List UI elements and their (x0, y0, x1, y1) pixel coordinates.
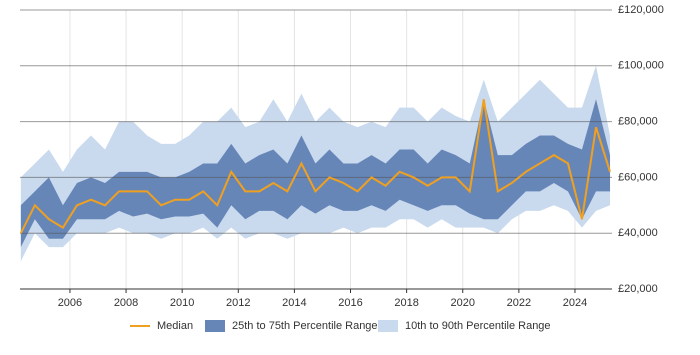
y-tick-label: £60,000 (618, 171, 658, 183)
x-tick-label: 2018 (394, 297, 418, 309)
y-tick-label: £120,000 (618, 4, 664, 16)
x-tick-label: 2010 (170, 297, 194, 309)
x-tick-label: 2012 (226, 297, 250, 309)
x-tick-label: 2014 (282, 297, 306, 309)
legend-label: 25th to 75th Percentile Range (232, 320, 378, 332)
x-tick-label: 2008 (114, 297, 138, 309)
y-tick-label: £40,000 (618, 227, 658, 239)
median-line (19, 99, 611, 234)
legend-label: 10th to 90th Percentile Range (405, 320, 551, 332)
x-tick-label: 2016 (338, 297, 362, 309)
x-tick-label: 2020 (450, 297, 474, 309)
legend-label: Median (157, 320, 193, 332)
legend-swatch (205, 320, 225, 332)
x-tick-label: 2024 (563, 297, 587, 309)
range-band (20, 99, 611, 248)
y-tick-label: £20,000 (618, 283, 658, 295)
y-tick-label: £80,000 (618, 116, 658, 128)
x-tick-label: 2006 (58, 297, 82, 309)
y-tick-label: £100,000 (618, 60, 664, 72)
legend-swatch (378, 320, 398, 332)
x-tick-label: 2022 (507, 297, 531, 309)
